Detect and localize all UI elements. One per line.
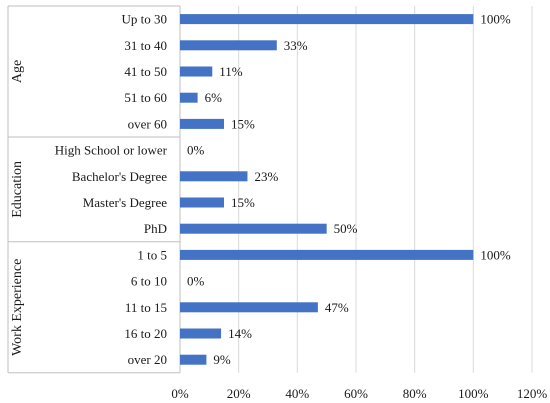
data-label: 23% xyxy=(254,169,278,184)
category-label: over 60 xyxy=(128,116,167,131)
x-tick-label: 40% xyxy=(285,386,309,401)
bars xyxy=(180,14,474,365)
category-label: 16 to 20 xyxy=(124,326,167,341)
category-label: Bachelor's Degree xyxy=(72,169,167,184)
group-label: Age xyxy=(10,60,25,83)
category-label: PhD xyxy=(144,221,167,236)
bar xyxy=(180,171,248,182)
x-tick-label: 60% xyxy=(344,386,368,401)
group-label: Education xyxy=(10,161,25,218)
bar xyxy=(180,223,327,234)
data-label: 14% xyxy=(228,326,252,341)
category-label: 51 to 60 xyxy=(124,90,167,105)
category-label: 41 to 50 xyxy=(124,64,167,79)
data-label: 9% xyxy=(213,352,231,367)
bar xyxy=(180,197,224,208)
bar xyxy=(180,66,213,77)
x-tick-label: 0% xyxy=(171,386,189,401)
data-label: 47% xyxy=(325,300,349,315)
data-label: 50% xyxy=(334,221,358,236)
data-label: 33% xyxy=(284,38,308,53)
category-label: over 20 xyxy=(128,352,167,367)
labels: 0% 20% 40% 60% 80% 100% 120% Age Up to 30 100% 31 … xyxy=(10,12,547,401)
category-label: Up to 30 xyxy=(122,12,168,27)
data-label: 100% xyxy=(480,247,511,262)
group-label: Work Experience xyxy=(10,259,25,356)
category-label: 6 to 10 xyxy=(131,274,167,289)
data-label: 6% xyxy=(205,90,223,105)
data-label: 0% xyxy=(187,143,205,158)
bar xyxy=(180,328,222,339)
x-tick-label: 80% xyxy=(403,386,427,401)
category-axis-frame xyxy=(7,5,181,374)
category-label: High School or lower xyxy=(55,143,168,158)
bar xyxy=(180,302,318,313)
bar xyxy=(180,354,207,365)
bar xyxy=(180,92,198,103)
bar xyxy=(180,14,474,25)
data-label: 0% xyxy=(187,274,205,289)
data-label: 15% xyxy=(231,116,255,131)
grid-lines xyxy=(238,6,533,373)
x-tick-label: 100% xyxy=(458,386,489,401)
category-label: Master's Degree xyxy=(83,195,168,210)
category-label: 1 to 5 xyxy=(137,247,167,262)
x-tick-label: 20% xyxy=(227,386,251,401)
bar xyxy=(180,249,474,260)
bar xyxy=(180,118,224,129)
x-tick-label: 120% xyxy=(517,386,548,401)
category-label: 31 to 40 xyxy=(124,38,167,53)
data-label: 100% xyxy=(480,12,511,27)
bar xyxy=(180,40,277,51)
data-label: 15% xyxy=(231,195,255,210)
data-label: 11% xyxy=(219,64,243,79)
category-label: 11 to 15 xyxy=(125,300,167,315)
